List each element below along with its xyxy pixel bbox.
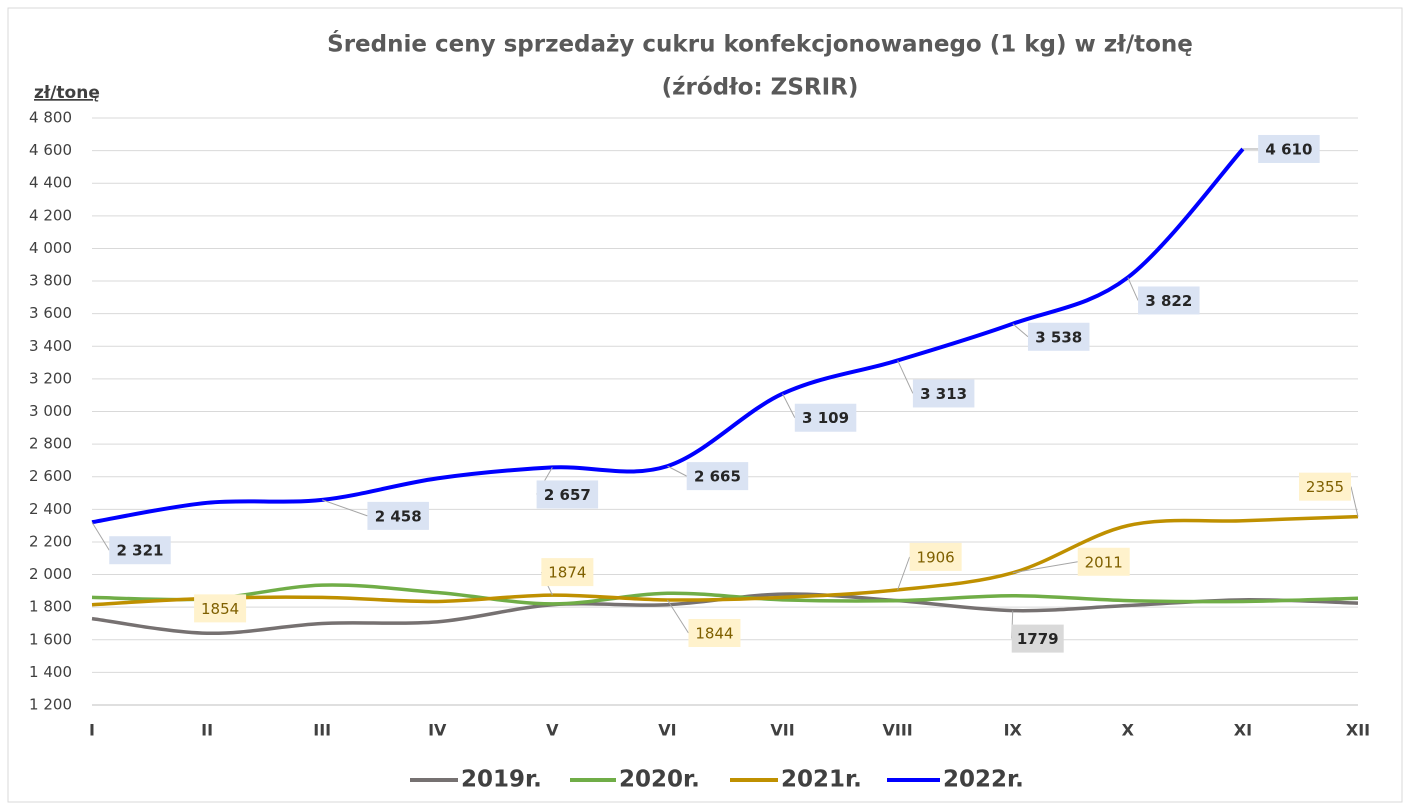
data-label: 2 458: [375, 507, 422, 525]
y-tick-label: 3 400: [29, 337, 72, 355]
x-tick-label: IV: [428, 721, 447, 740]
x-tick-label: VI: [658, 721, 676, 740]
data-label: 1906: [917, 548, 955, 566]
legend-label: 2022r.: [943, 767, 1024, 793]
y-tick-label: 3 000: [29, 402, 72, 420]
data-label: 3 313: [920, 385, 967, 403]
data-label: 1874: [548, 564, 586, 582]
y-tick-label: 1 600: [29, 630, 72, 648]
leader-line: [667, 465, 687, 477]
legend-label: 2020r.: [619, 767, 700, 793]
data-label: 2 321: [117, 542, 164, 560]
y-tick-label: 3 800: [29, 272, 72, 290]
y-tick-label: 4 400: [29, 174, 72, 192]
y-axis-label: zł/tonę: [34, 83, 100, 103]
leader-line: [1127, 277, 1139, 301]
data-label: 2 657: [544, 486, 591, 504]
data-label-box: [1299, 472, 1351, 501]
x-tick-label: VII: [770, 721, 794, 740]
y-tick-label: 4 200: [29, 206, 72, 224]
data-label-box: [536, 480, 599, 509]
y-tick-label: 1 800: [29, 598, 72, 616]
data-label-box: [688, 618, 741, 647]
data-label: 2355: [1306, 478, 1344, 496]
x-tick-label: III: [313, 721, 331, 740]
y-tick-label: 4 000: [29, 239, 72, 257]
y-tick-label: 2 800: [29, 435, 72, 453]
y-tick-label: 3 600: [29, 304, 72, 322]
leader-line: [897, 360, 914, 394]
leader-line: [91, 521, 110, 551]
leader-line: [1012, 323, 1029, 338]
data-label-box: [541, 558, 594, 587]
y-tick-label: 1 200: [29, 696, 72, 714]
data-label-box: [194, 594, 247, 623]
data-label-box: [794, 403, 857, 432]
leader-line: [782, 393, 796, 418]
data-label-box: [1258, 134, 1320, 163]
data-label-box: [1138, 286, 1200, 315]
data-label-box: [1077, 547, 1130, 576]
data-label: 1779: [1017, 630, 1059, 648]
x-tick-label: XII: [1346, 721, 1370, 740]
chart-border: [7, 7, 1403, 803]
data-label-box: [1011, 624, 1064, 653]
y-tick-label: 4 600: [29, 141, 72, 159]
data-label-box: [1027, 322, 1090, 351]
y-tick-label: 2 400: [29, 500, 72, 518]
y-tick-label: 3 200: [29, 369, 72, 387]
leader-line: [322, 499, 368, 517]
x-tick-label: VIII: [883, 721, 913, 740]
data-label: 3 538: [1035, 328, 1082, 346]
leader-line: [667, 599, 689, 634]
series-line: [91, 514, 1359, 607]
y-tick-label: 1 400: [29, 663, 72, 681]
data-label: 1854: [201, 600, 239, 618]
data-label: 2 665: [694, 468, 741, 486]
data-label: 3 109: [802, 409, 849, 427]
legend-label: 2021r.: [781, 767, 862, 793]
data-label: 4 610: [1265, 140, 1312, 158]
data-label-box: [109, 536, 171, 565]
x-tick-label: X: [1122, 721, 1135, 740]
y-tick-label: 4 800: [29, 109, 72, 127]
leader-line: [1012, 561, 1078, 574]
chart-subtitle: (źródło: ZSRIR): [662, 75, 859, 101]
data-label-box: [686, 462, 749, 491]
x-tick-label: V: [546, 721, 559, 740]
data-label: 2011: [1085, 553, 1123, 571]
leader-line: [897, 556, 911, 591]
data-label-box: [909, 542, 962, 571]
x-tick-label: XI: [1234, 721, 1252, 740]
y-tick-label: 2 600: [29, 467, 72, 485]
series-line: [91, 147, 1245, 525]
chart-title: Średnie ceny sprzedaży cukru konfekcjono…: [327, 30, 1193, 58]
series-line: [91, 583, 1359, 606]
data-label: 1844: [695, 624, 733, 642]
x-tick-label: I: [89, 721, 95, 740]
legend-label: 2019r.: [461, 767, 542, 793]
data-label: 3 822: [1145, 292, 1192, 310]
x-tick-label: II: [201, 721, 213, 740]
y-tick-label: 2 200: [29, 532, 72, 550]
data-label-box: [367, 501, 429, 530]
leader-line: [1350, 486, 1359, 517]
x-tick-label: IX: [1004, 721, 1023, 740]
y-tick-label: 2 000: [29, 565, 72, 583]
data-label-box: [912, 379, 975, 408]
